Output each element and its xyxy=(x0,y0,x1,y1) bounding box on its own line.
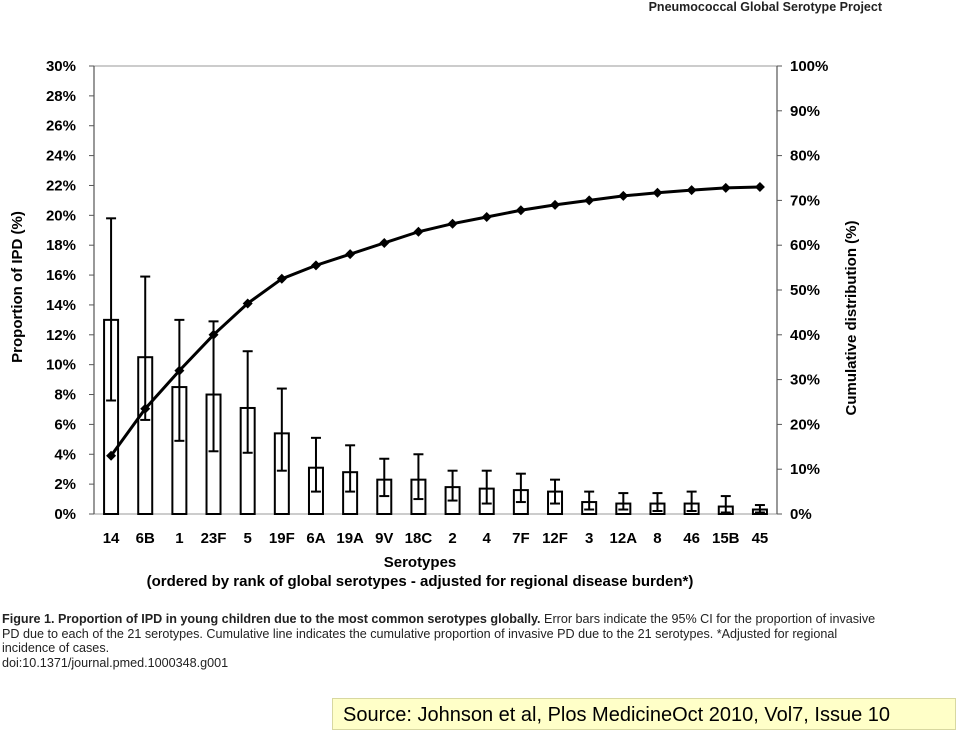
right-tick-label: 30% xyxy=(790,372,820,389)
left-tick-label: 24% xyxy=(46,148,76,165)
category-label: 15B xyxy=(712,530,740,547)
left-tick-label: 8% xyxy=(54,387,76,404)
cumulative-marker xyxy=(754,181,765,192)
cumulative-marker xyxy=(447,218,458,229)
right-tick-label: 20% xyxy=(790,416,820,433)
category-label: 12F xyxy=(542,530,568,547)
left-tick-label: 30% xyxy=(46,58,76,75)
left-tick-label: 14% xyxy=(46,297,76,314)
category-label: 19A xyxy=(336,530,364,547)
left-tick-label: 2% xyxy=(54,476,76,493)
category-label: 8 xyxy=(653,530,661,547)
right-tick-label: 10% xyxy=(790,461,820,478)
category-label: 14 xyxy=(103,530,120,547)
category-label: 12A xyxy=(610,530,638,547)
right-tick-label: 100% xyxy=(790,58,828,75)
cumulative-marker xyxy=(208,329,219,340)
category-label: 3 xyxy=(585,530,593,547)
cumulative-marker xyxy=(481,211,492,222)
y-axis-left-title: Proportion of IPD (%) xyxy=(9,211,26,363)
category-label: 2 xyxy=(448,530,456,547)
x-axis-title: Serotypes xyxy=(384,554,457,571)
right-tick-label: 50% xyxy=(790,282,820,299)
category-label: 5 xyxy=(244,530,252,547)
category-label: 18C xyxy=(405,530,433,547)
category-label: 4 xyxy=(483,530,492,547)
left-tick-label: 6% xyxy=(54,416,76,433)
left-tick-label: 4% xyxy=(54,446,76,463)
right-tick-label: 60% xyxy=(790,237,820,254)
right-tick-label: 90% xyxy=(790,103,820,120)
plot-frame xyxy=(93,65,778,515)
x-axis-subtitle: (ordered by rank of global serotypes - a… xyxy=(147,573,694,590)
cumulative-marker xyxy=(584,195,595,206)
cumulative-marker xyxy=(345,249,356,260)
category-label: 19F xyxy=(269,530,295,547)
category-label: 46 xyxy=(683,530,700,547)
caption-body: Error bars indicate the 95% CI for the p… xyxy=(2,612,876,655)
chart: 0%2%4%6%8%10%12%14%16%18%20%22%24%26%28%… xyxy=(9,58,860,590)
right-tick-label: 0% xyxy=(790,506,812,523)
cumulative-marker xyxy=(515,205,526,216)
left-tick-label: 10% xyxy=(46,357,76,374)
source-banner: Source: Johnson et al, Plos MedicineOct … xyxy=(332,698,956,730)
category-label: 6B xyxy=(136,530,155,547)
category-label: 45 xyxy=(752,530,769,547)
left-tick-label: 0% xyxy=(54,506,76,523)
cumulative-marker xyxy=(276,273,287,284)
cumulative-marker xyxy=(686,185,697,196)
caption-doi: doi:10.1371/journal.pmed.1000348.g001 xyxy=(2,655,229,670)
caption-figure-label: Figure 1. Proportion of IPD in young chi… xyxy=(2,612,541,626)
project-header: Pneumococcal Global Serotype Project xyxy=(648,0,882,14)
left-tick-label: 22% xyxy=(46,177,76,194)
category-label: 23F xyxy=(201,530,227,547)
cumulative-marker xyxy=(720,182,731,193)
right-tick-label: 70% xyxy=(790,192,820,209)
cumulative-marker xyxy=(174,365,185,376)
left-tick-label: 20% xyxy=(46,207,76,224)
left-tick-label: 16% xyxy=(46,267,76,284)
left-tick-label: 28% xyxy=(46,88,76,105)
left-tick-label: 18% xyxy=(46,237,76,254)
y-axis-right-title: Cumulative distribution (%) xyxy=(843,220,860,415)
cumulative-line xyxy=(109,185,760,457)
cumulative-marker xyxy=(106,450,117,461)
category-label: 6A xyxy=(306,530,325,547)
figure-caption: Figure 1. Proportion of IPD in young chi… xyxy=(2,612,886,670)
cumulative-marker xyxy=(550,199,561,210)
right-tick-label: 80% xyxy=(790,148,820,165)
cumulative-marker xyxy=(652,187,663,198)
category-label: 9V xyxy=(375,530,393,547)
right-tick-label: 40% xyxy=(790,327,820,344)
category-label: 7F xyxy=(512,530,530,547)
category-label: 1 xyxy=(175,530,183,547)
left-tick-label: 12% xyxy=(46,327,76,344)
cumulative-marker xyxy=(242,298,253,309)
cumulative-marker xyxy=(413,226,424,237)
left-tick-label: 26% xyxy=(46,118,76,135)
cumulative-marker xyxy=(618,190,629,201)
cumulative-marker xyxy=(379,237,390,248)
cumulative-marker xyxy=(310,260,321,271)
cumulative-marker xyxy=(140,403,151,414)
